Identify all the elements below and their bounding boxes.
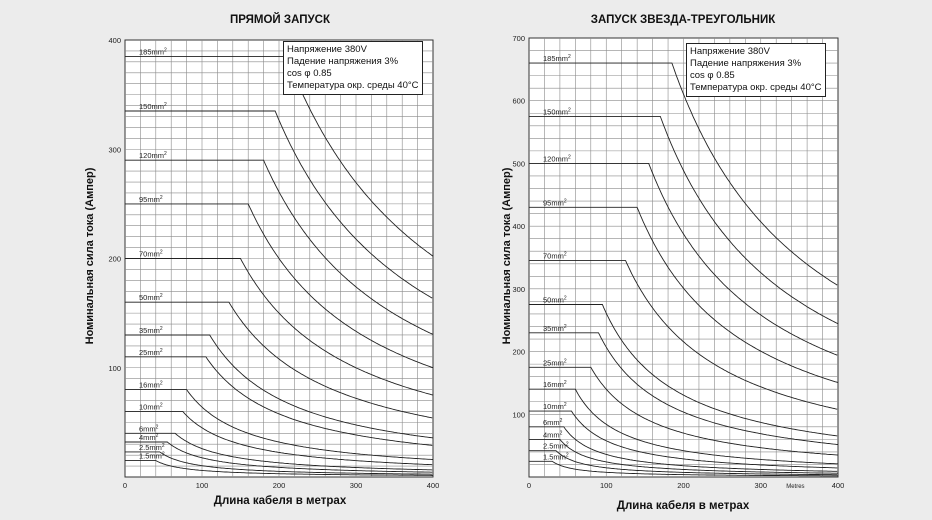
series-label: 50mm2	[543, 296, 567, 305]
series-label: 25mm2	[543, 358, 567, 367]
legend-line: Падение напряжения 3%	[690, 58, 802, 69]
series-line	[529, 304, 838, 437]
x-tick-label: 0	[527, 481, 531, 490]
y-tick-label: 300	[512, 285, 525, 294]
series-label: 1.5mm2	[139, 452, 165, 461]
series-label: 16mm2	[543, 380, 567, 389]
series-label: 150mm2	[139, 102, 167, 111]
legend-line: Напряжение 380V	[690, 46, 770, 57]
series-label: 185mm2	[543, 54, 571, 63]
series-line	[125, 55, 434, 257]
legend-star-delta: Напряжение 380V Падение напряжения 3% co…	[686, 43, 826, 97]
series-label: 6mm2	[543, 418, 563, 427]
series-line	[125, 451, 433, 475]
y-tick-label: 700	[512, 34, 525, 43]
series-line	[529, 260, 838, 410]
series-line	[529, 410, 838, 469]
y-axis-label-direct-start: Номинальная сила тока (Ампер)	[84, 167, 96, 345]
y-tick-label: 100	[512, 410, 525, 419]
series-line	[125, 460, 433, 476]
series-label: 2.5mm2	[543, 442, 569, 451]
series-label: 70mm2	[543, 252, 567, 261]
x-tick-label: 300	[754, 481, 767, 490]
series-line	[125, 432, 433, 471]
series-label: 50mm2	[139, 293, 163, 302]
y-tick-label: 200	[108, 255, 121, 264]
series-line	[529, 460, 838, 477]
chart-title-star-delta: ЗАПУСК ЗВЕЗДА-ТРЕУГОЛЬНИК	[590, 14, 776, 26]
y-tick-label: 400	[512, 222, 525, 231]
series-line	[125, 301, 433, 419]
y-axis-label-star-delta: Номинальная сила тока (Ампер)	[501, 167, 513, 345]
series-line	[125, 110, 433, 299]
series-label: 95mm2	[543, 198, 567, 207]
series-line	[529, 366, 839, 456]
chart-title-direct-start: ПРЯМОЙ ЗАПУСК	[229, 14, 330, 26]
series-label: 10mm2	[543, 402, 567, 411]
legend-line: cos φ 0.85	[690, 70, 735, 81]
series-line	[529, 115, 839, 325]
series-line	[529, 450, 838, 476]
series-line	[529, 438, 838, 474]
x-tick-label: 100	[196, 481, 209, 490]
legend-direct-start: Напряжение 380V Падение напряжения 3% co…	[283, 41, 423, 95]
series-label: 120mm2	[543, 154, 571, 163]
legend-line: Температура окр. среды 40°C	[690, 82, 822, 93]
series-line	[529, 426, 838, 472]
series-line	[529, 388, 838, 465]
x-tick-label: 300	[350, 481, 363, 490]
series-label: 1.5mm2	[543, 452, 569, 461]
series-label: 185mm2	[139, 47, 167, 56]
series-line	[125, 356, 433, 446]
series-line	[125, 410, 433, 466]
legend-line: Напряжение 380V	[287, 44, 367, 55]
series-label: 35mm2	[543, 324, 567, 333]
series-label: 150mm2	[543, 107, 571, 116]
legend-line: Температура окр. среды 40°C	[287, 80, 419, 91]
y-tick-label: 600	[512, 97, 525, 106]
series-label: 95mm2	[139, 195, 163, 204]
x-tick-label: 200	[677, 481, 690, 490]
series-line	[125, 203, 434, 369]
x-tick-label: 0	[123, 481, 127, 490]
y-tick-label: 500	[512, 159, 525, 168]
series-line	[529, 206, 839, 384]
x-tick-label: 400	[832, 481, 845, 490]
series-label: 70mm2	[139, 250, 163, 259]
series-line	[529, 62, 838, 286]
series-label: 16mm2	[139, 381, 163, 390]
legend-line: cos φ 0.85	[287, 68, 332, 79]
series-line	[125, 159, 434, 335]
series-line	[125, 441, 433, 473]
series-line	[529, 162, 838, 356]
series-line	[529, 332, 839, 445]
series-label: 2.5mm2	[139, 443, 165, 452]
series-label: 4mm2	[543, 430, 563, 439]
x-tick-label: 100	[600, 481, 613, 490]
x-axis-label-direct-start: Длина кабеля в метрах	[213, 495, 347, 507]
y-tick-label: 100	[108, 364, 121, 373]
series-line	[125, 334, 434, 439]
y-tick-label: 300	[108, 145, 121, 154]
x-unit-label: Metres	[786, 484, 804, 490]
legend-line: Падение напряжения 3%	[287, 56, 399, 67]
series-label: 4mm2	[139, 433, 159, 442]
series-label: 35mm2	[139, 326, 163, 335]
y-tick-label: 400	[108, 36, 121, 45]
y-tick-label: 200	[512, 348, 525, 357]
x-axis-label-star-delta: Длина кабеля в метрах	[616, 500, 750, 512]
series-label: 120mm2	[139, 151, 167, 160]
series-label: 6mm2	[139, 424, 159, 433]
series-label: 10mm2	[139, 402, 163, 411]
x-tick-label: 200	[273, 481, 286, 490]
series-label: 25mm2	[139, 348, 163, 357]
series-line	[125, 389, 434, 460]
series-line	[125, 258, 434, 396]
x-tick-label: 400	[427, 481, 440, 490]
